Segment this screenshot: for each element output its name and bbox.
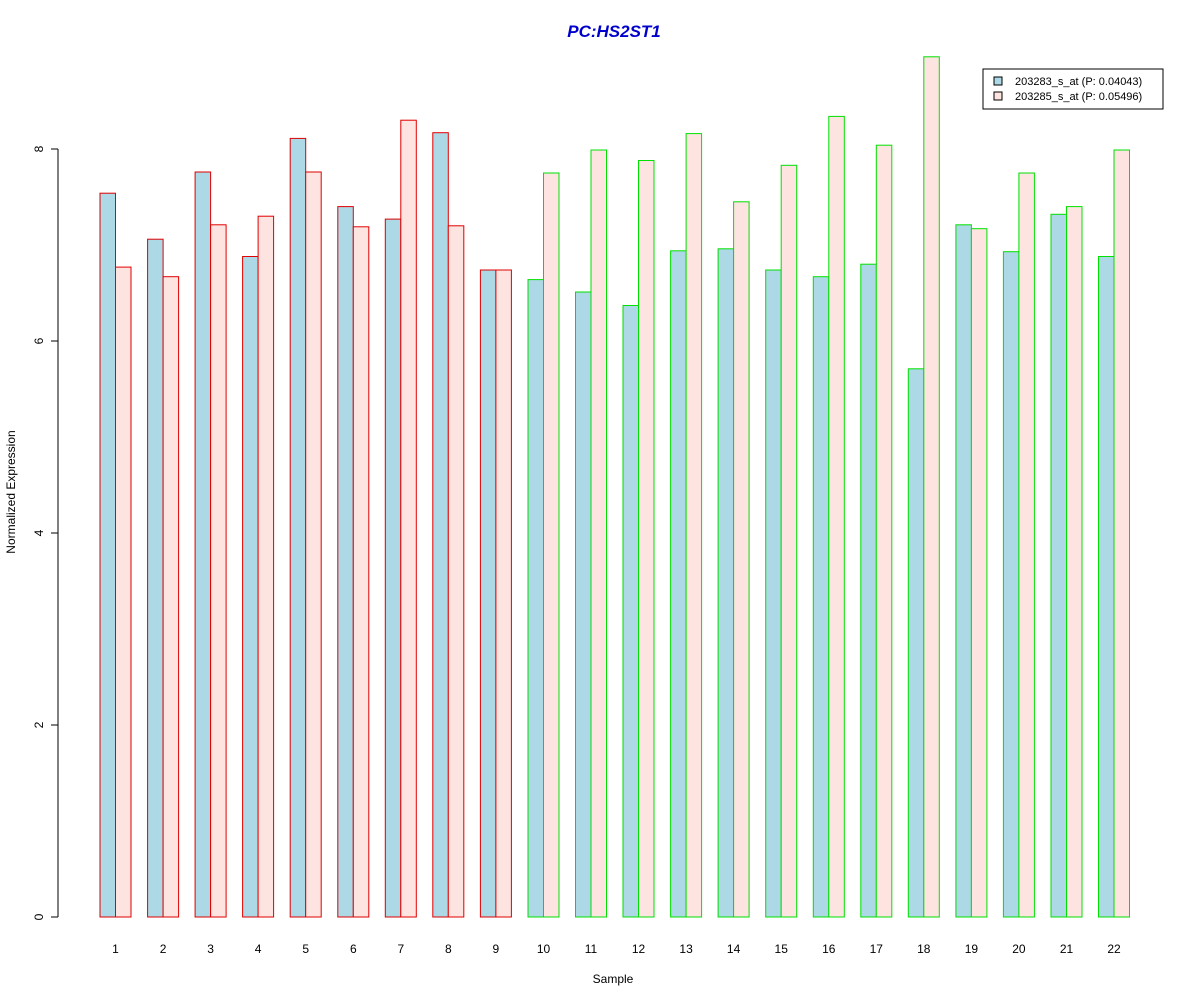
bar-sample-19-series-1 bbox=[955, 224, 972, 918]
bar-sample-14-series-2 bbox=[733, 201, 750, 918]
bar-sample-1-series-2 bbox=[115, 266, 132, 918]
x-tick-label: 22 bbox=[1107, 942, 1121, 956]
x-tick-label: 7 bbox=[397, 942, 404, 956]
x-tick-label: 14 bbox=[727, 942, 741, 956]
x-tick-label: 20 bbox=[1012, 942, 1026, 956]
bar-sample-6-series-1 bbox=[337, 206, 354, 918]
x-tick-label: 16 bbox=[822, 942, 836, 956]
x-tick-label: 2 bbox=[160, 942, 167, 956]
bar-sample-8-series-1 bbox=[432, 132, 449, 918]
legend-label-series-2: 203285_s_at (P: 0.05496) bbox=[1015, 91, 1142, 103]
bar-sample-3-series-2 bbox=[210, 224, 227, 918]
bar-sample-18-series-1 bbox=[907, 368, 925, 918]
x-tick-label: 1 bbox=[112, 942, 119, 956]
bar-sample-4-series-2 bbox=[257, 215, 275, 918]
bar-sample-19-series-2 bbox=[970, 228, 988, 918]
y-tick-label: 4 bbox=[32, 529, 46, 536]
y-axis: 0 2 4 6 8 bbox=[32, 145, 59, 920]
legend-swatch-series-1 bbox=[993, 76, 1003, 86]
y-tick-label: 6 bbox=[32, 337, 46, 344]
x-tick-label: 6 bbox=[350, 942, 357, 956]
bar-sample-16-series-1 bbox=[812, 276, 830, 918]
bar-sample-5-series-2 bbox=[305, 171, 322, 918]
x-tick-label: 19 bbox=[965, 942, 979, 956]
bar-sample-2-series-2 bbox=[162, 276, 180, 918]
x-tick-label: 21 bbox=[1060, 942, 1074, 956]
y-tick-label: 2 bbox=[32, 721, 46, 728]
bar-sample-18-series-2 bbox=[923, 56, 940, 918]
bar-sample-15-series-2 bbox=[780, 164, 798, 918]
bar-sample-9-series-1 bbox=[479, 269, 497, 918]
legend: 203283_s_at (P: 0.04043) 203285_s_at (P:… bbox=[982, 68, 1164, 110]
bar-sample-14-series-1 bbox=[717, 248, 735, 918]
bar-sample-15-series-1 bbox=[765, 269, 782, 918]
bar-sample-9-series-2 bbox=[495, 269, 512, 918]
bar-sample-21-series-1 bbox=[1050, 213, 1067, 918]
bar-sample-5-series-1 bbox=[289, 137, 307, 918]
legend-swatch-series-2 bbox=[993, 91, 1003, 101]
legend-label-series-1: 203283_s_at (P: 0.04043) bbox=[1015, 76, 1142, 88]
bar-sample-13-series-1 bbox=[670, 250, 687, 918]
legend-box bbox=[982, 68, 1164, 110]
x-tick-label: 10 bbox=[537, 942, 551, 956]
bars-group bbox=[99, 56, 1130, 918]
x-tick-label: 4 bbox=[255, 942, 262, 956]
x-axis-label: Sample bbox=[593, 972, 634, 986]
bar-sample-4-series-1 bbox=[242, 256, 259, 918]
bar-sample-1-series-1 bbox=[99, 192, 116, 918]
x-tick-label: 5 bbox=[302, 942, 309, 956]
x-tick-label: 3 bbox=[207, 942, 214, 956]
bar-sample-10-series-2 bbox=[543, 172, 560, 918]
bar-sample-22-series-2 bbox=[1113, 149, 1130, 918]
bar-sample-12-series-1 bbox=[622, 305, 639, 918]
bar-sample-20-series-2 bbox=[1018, 172, 1035, 918]
y-tick-label: 0 bbox=[32, 913, 46, 920]
bar-sample-8-series-2 bbox=[447, 225, 465, 918]
bar-sample-11-series-2 bbox=[590, 149, 607, 918]
x-tick-label: 13 bbox=[679, 942, 693, 956]
bar-sample-21-series-2 bbox=[1066, 206, 1083, 918]
x-tick-label: 8 bbox=[445, 942, 452, 956]
x-tick-label: 11 bbox=[585, 942, 598, 956]
x-tick-labels: 1 2 3 4 5 6 7 8 9 10 11 12 13 14 15 16 17 18 19 20 21 22 bbox=[112, 942, 1121, 956]
bar-sample-7-series-2 bbox=[400, 119, 417, 918]
y-axis-label: Normalized Expression bbox=[4, 430, 18, 553]
bar-sample-6-series-2 bbox=[352, 226, 370, 918]
bar-sample-10-series-1 bbox=[527, 279, 544, 918]
bar-sample-17-series-1 bbox=[860, 263, 877, 918]
bar-sample-7-series-1 bbox=[384, 218, 402, 918]
bar-sample-17-series-2 bbox=[875, 144, 893, 918]
bar-sample-3-series-1 bbox=[194, 171, 212, 918]
bar-sample-11-series-1 bbox=[575, 291, 592, 918]
x-tick-label: 18 bbox=[917, 942, 931, 956]
x-tick-label: 17 bbox=[870, 942, 884, 956]
x-tick-label: 9 bbox=[493, 942, 500, 956]
bar-sample-13-series-2 bbox=[685, 133, 703, 918]
y-tick-label: 8 bbox=[32, 145, 46, 152]
bar-sample-16-series-2 bbox=[828, 115, 845, 918]
bar-sample-22-series-1 bbox=[1098, 256, 1115, 918]
bar-sample-20-series-1 bbox=[1002, 251, 1020, 918]
bar-sample-12-series-2 bbox=[638, 160, 655, 918]
x-tick-label: 15 bbox=[775, 942, 789, 956]
bar-sample-2-series-1 bbox=[147, 238, 164, 918]
chart-title: PC:HS2ST1 bbox=[567, 22, 661, 41]
x-tick-label: 12 bbox=[632, 942, 646, 956]
